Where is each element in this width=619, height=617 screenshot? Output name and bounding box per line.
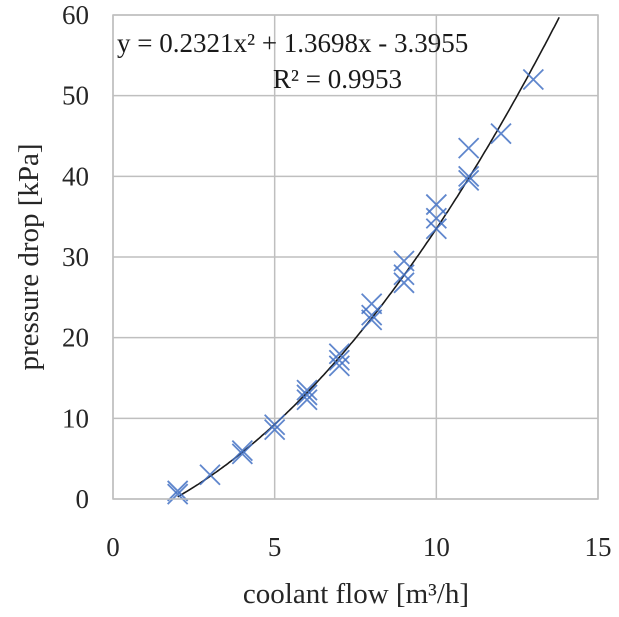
- x-marker: [167, 480, 189, 502]
- x-marker: [264, 418, 286, 441]
- plot-area: [112, 14, 599, 500]
- x-marker: [490, 122, 512, 145]
- x-tick-label: 0: [106, 532, 120, 562]
- x-marker: [231, 439, 253, 462]
- x-marker: [296, 389, 318, 411]
- x-marker: [393, 272, 415, 294]
- x-marker: [425, 193, 447, 216]
- x-marker: [328, 343, 350, 365]
- x-marker: [361, 293, 383, 315]
- x-marker: [264, 414, 286, 436]
- r-squared-label: R² = 0.9953: [273, 64, 402, 94]
- y-tick-label: 20: [62, 323, 89, 353]
- x-marker: [231, 443, 253, 465]
- x-marker: [328, 349, 350, 371]
- y-axis-label: pressure drop [kPa]: [13, 143, 45, 370]
- y-axis-ticks: 0 10 20 30 40 50 60: [62, 0, 89, 514]
- x-axis-ticks: 0 5 10 15: [106, 532, 611, 562]
- x-marker: [458, 137, 480, 159]
- x-marker: [458, 165, 480, 187]
- y-tick-label: 60: [62, 0, 89, 30]
- x-axis-label: coolant flow [m³/h]: [243, 578, 469, 610]
- x-tick-label: 15: [585, 532, 612, 562]
- x-tick-label: 10: [423, 532, 450, 562]
- x-marker: [393, 250, 415, 272]
- y-tick-label: 40: [62, 161, 89, 191]
- x-marker: [296, 384, 318, 406]
- y-tick-label: 10: [62, 403, 89, 433]
- x-marker: [425, 218, 447, 240]
- x-marker: [296, 379, 318, 401]
- x-marker: [522, 68, 544, 91]
- x-marker: [167, 483, 189, 505]
- y-tick-label: 50: [62, 81, 89, 111]
- trendline-equation: y = 0.2321x² + 1.3698x - 3.3955: [117, 28, 468, 58]
- x-marker: [199, 464, 221, 486]
- x-tick-label: 5: [268, 532, 282, 562]
- y-tick-label: 30: [62, 242, 89, 272]
- data-markers: [167, 68, 544, 505]
- y-tick-label: 0: [76, 484, 90, 514]
- x-marker: [458, 169, 480, 192]
- x-marker: [361, 309, 383, 331]
- x-marker: [361, 304, 383, 326]
